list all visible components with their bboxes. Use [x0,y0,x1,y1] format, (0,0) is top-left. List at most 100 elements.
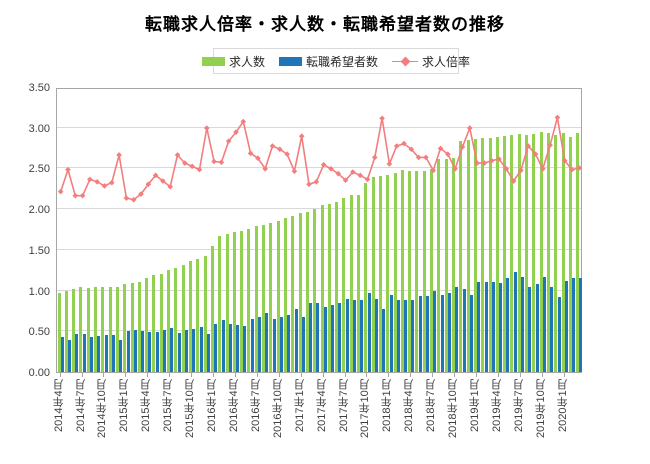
line-point-marker [510,178,517,184]
x-axis-tick [476,373,478,377]
line-point-marker [379,115,385,122]
x-axis-tick [191,373,193,377]
bar-kibousha [455,287,459,372]
bar-kibousha [389,295,393,372]
bar-kyujinsu [517,134,521,372]
bar-kyujinsu [378,175,382,372]
bar-kibousha [579,277,583,372]
bar-kyujinsu [108,286,112,372]
bar-kyujinsu [218,236,222,372]
bar-kibousha [60,337,64,372]
x-axis-tick [169,373,171,377]
line-point-marker [540,166,546,172]
gridline [57,126,581,128]
x-axis-tick [563,373,565,377]
x-axis-label: 2017年1月 [293,379,306,432]
bar-kyujinsu [64,291,68,372]
bar-kibousha [272,319,276,372]
bar-kyujinsu [298,213,302,372]
x-axis-tick [278,373,280,377]
x-axis-label: 2014年10月 [96,379,109,438]
bar-kibousha [433,290,437,372]
legend-item-bairitsu: 求人倍率 [392,53,470,70]
line-point-marker [561,157,568,164]
bar-kyujinsu [452,157,455,372]
bar-kibousha [236,324,240,372]
line-point-marker [189,163,195,170]
line-point-marker [130,196,137,203]
bar-kyujinsu [503,135,507,372]
bar-kyujinsu [94,287,98,372]
x-axis-label: 2015年10月 [184,379,197,438]
bar-kibousha [360,299,364,372]
bar-kibousha [338,302,342,372]
bar-kyujinsu [488,137,492,372]
bar-kyujinsu [174,267,178,372]
line-point-marker [415,154,422,161]
line-point-marker [408,146,415,153]
x-axis-label: 2014年7月 [74,379,87,432]
bar-kyujinsu [79,287,83,372]
bar-kibousha [133,330,137,372]
legend-label-kibousha: 転職希望者数 [306,54,379,69]
bar-kyujinsu [86,288,90,372]
bar-kyujinsu [422,170,426,372]
x-axis-label: 2019年10月 [534,379,547,438]
bar-kibousha [447,293,451,372]
legend-item-kyujinsu: 求人数 [201,53,265,70]
x-axis-tick [366,373,368,377]
line-point-marker [233,129,239,135]
line-point-marker [57,188,64,195]
x-axis-label: 2016年10月 [271,379,284,438]
bar-kyujinsu [525,135,529,372]
x-axis-label: 2016年7月 [249,379,262,432]
chart-title: 転職求人倍率・求人数・転職希望者数の推移 [145,15,505,34]
x-axis-label: 2017年4月 [315,379,328,432]
bar-kyujinsu [262,224,266,372]
legend-item-kibousha: 転職希望者数 [279,53,378,70]
bar-kyujinsu [466,139,470,372]
bar-kibousha [513,271,517,372]
x-axis-label: 2019年4月 [490,379,503,432]
bar-kibousha [192,328,196,372]
line-point-marker [452,166,458,172]
bar-kyujinsu [232,231,236,372]
bar-kibousha [440,295,444,372]
x-axis-label: 2018年1月 [381,379,394,432]
line-point-marker [393,143,400,149]
bar-kibousha [163,330,167,372]
x-axis-tick [125,373,127,377]
x-axis-label: 2018年4月 [403,379,416,432]
blue-bar-swatch-icon [279,56,302,66]
bar-kyujinsu [269,223,273,372]
bar-kyujinsu [203,256,207,372]
bar-kyujinsu [130,283,134,372]
line-point-marker [196,166,203,173]
line-point-marker [306,181,312,188]
bars-layer [57,89,583,372]
bar-kyujinsu [495,136,499,372]
line-point-marker [65,166,71,173]
green-bar-swatch-icon [201,56,225,66]
bar-kibousha [521,276,525,372]
line-point-marker [569,166,575,173]
bar-kibousha [155,332,159,372]
bar-kibousha [426,296,430,372]
bar-kibousha [119,340,123,372]
x-axis-tick [432,373,434,377]
y-axis-label: 2.50 [28,163,50,176]
bar-kibousha [68,340,72,372]
bar-kyujinsu [400,170,404,372]
bar-kyujinsu [408,170,412,372]
x-axis-tick [410,373,412,377]
x-axis-tick [541,373,543,377]
bar-kibousha [411,299,415,372]
bar-kibousha [148,332,152,372]
line-point-marker [518,167,524,174]
bar-kyujinsu [247,228,251,372]
line-point-marker [423,154,429,161]
bar-kibousha [506,278,510,372]
bar-kyujinsu [364,183,368,372]
bar-kyujinsu [568,136,572,372]
line-point-marker [277,146,283,153]
